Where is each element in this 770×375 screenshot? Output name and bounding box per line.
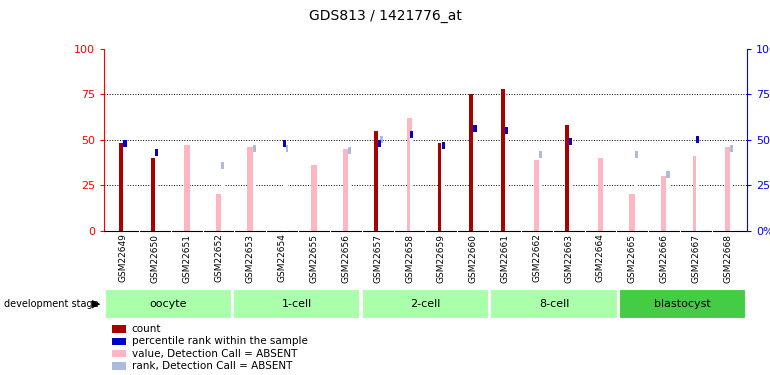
Bar — [442, 149, 445, 231]
Bar — [696, 136, 699, 231]
Text: blastocyst: blastocyst — [654, 299, 711, 309]
Text: GDS813 / 1421776_at: GDS813 / 1421776_at — [309, 9, 461, 23]
Bar — [730, 145, 733, 231]
Text: GSM22663: GSM22663 — [564, 234, 573, 282]
Bar — [221, 162, 224, 231]
Text: count: count — [132, 324, 161, 334]
Bar — [437, 143, 441, 231]
Bar — [505, 127, 508, 231]
Bar — [378, 140, 381, 231]
Bar — [569, 145, 572, 231]
Text: GSM22668: GSM22668 — [723, 234, 732, 282]
Bar — [105, 290, 232, 319]
Text: 2-cell: 2-cell — [410, 299, 440, 309]
Bar — [407, 118, 413, 231]
Text: GSM22649: GSM22649 — [119, 234, 128, 282]
Text: 8-cell: 8-cell — [539, 299, 569, 309]
Bar — [283, 140, 286, 231]
Bar — [348, 154, 351, 231]
Bar — [730, 152, 733, 231]
Text: ▶: ▶ — [92, 299, 100, 309]
Bar — [378, 147, 381, 231]
Bar — [216, 194, 222, 231]
Bar — [474, 132, 477, 231]
Text: development stage: development stage — [4, 299, 99, 309]
Bar — [565, 125, 569, 231]
Text: GSM22667: GSM22667 — [691, 234, 701, 282]
Text: GSM22661: GSM22661 — [500, 234, 510, 282]
Bar — [666, 171, 670, 231]
Bar — [474, 125, 477, 231]
Bar — [598, 158, 604, 231]
Bar — [490, 290, 618, 319]
Bar — [348, 147, 351, 231]
Bar — [693, 156, 699, 231]
Bar — [442, 141, 445, 231]
Text: GSM22658: GSM22658 — [405, 234, 414, 282]
Text: GSM22651: GSM22651 — [182, 234, 191, 282]
Bar — [634, 151, 638, 231]
Bar — [539, 151, 542, 231]
Bar — [380, 136, 383, 231]
Text: GSM22653: GSM22653 — [246, 234, 255, 282]
Bar — [470, 94, 474, 231]
Text: GSM22664: GSM22664 — [596, 234, 605, 282]
Text: oocyte: oocyte — [149, 299, 187, 309]
Bar — [534, 160, 540, 231]
Bar — [661, 176, 667, 231]
Text: GSM22655: GSM22655 — [310, 234, 319, 282]
Text: 1-cell: 1-cell — [282, 299, 312, 309]
Bar — [696, 143, 699, 231]
Bar — [284, 145, 288, 231]
Bar — [619, 290, 746, 319]
Bar — [253, 145, 256, 231]
Text: GSM22666: GSM22666 — [660, 234, 668, 282]
Bar — [283, 147, 286, 231]
Bar — [569, 138, 572, 231]
Text: GSM22659: GSM22659 — [437, 234, 446, 282]
Text: GSM22650: GSM22650 — [150, 234, 159, 282]
Text: GSM22654: GSM22654 — [278, 234, 286, 282]
Bar — [156, 149, 159, 231]
Bar — [151, 158, 155, 231]
Bar — [253, 152, 256, 231]
Bar — [505, 134, 508, 231]
Bar — [501, 89, 505, 231]
Bar — [410, 138, 413, 231]
Bar — [539, 158, 542, 231]
Bar — [362, 290, 489, 319]
Text: GSM22657: GSM22657 — [373, 234, 382, 282]
Bar — [634, 158, 638, 231]
Bar — [221, 169, 224, 231]
Bar — [123, 140, 126, 231]
Text: value, Detection Call = ABSENT: value, Detection Call = ABSENT — [132, 349, 297, 358]
Text: GSM22662: GSM22662 — [532, 234, 541, 282]
Text: percentile rank within the sample: percentile rank within the sample — [132, 336, 307, 346]
Text: rank, Detection Call = ABSENT: rank, Detection Call = ABSENT — [132, 361, 292, 371]
Bar — [725, 147, 731, 231]
Text: GSM22660: GSM22660 — [469, 234, 477, 282]
Text: GSM22656: GSM22656 — [341, 234, 350, 282]
Bar — [374, 130, 377, 231]
Bar — [666, 178, 670, 231]
Bar — [380, 143, 383, 231]
Bar — [343, 149, 349, 231]
Bar — [629, 194, 635, 231]
Bar — [410, 130, 413, 231]
Bar — [233, 290, 360, 319]
Bar — [284, 152, 288, 231]
Bar — [247, 147, 253, 231]
Bar — [123, 147, 126, 231]
Text: GSM22652: GSM22652 — [214, 234, 223, 282]
Bar — [156, 156, 159, 231]
Bar — [184, 145, 189, 231]
Bar — [311, 165, 317, 231]
Bar — [119, 143, 123, 231]
Text: GSM22665: GSM22665 — [628, 234, 637, 282]
